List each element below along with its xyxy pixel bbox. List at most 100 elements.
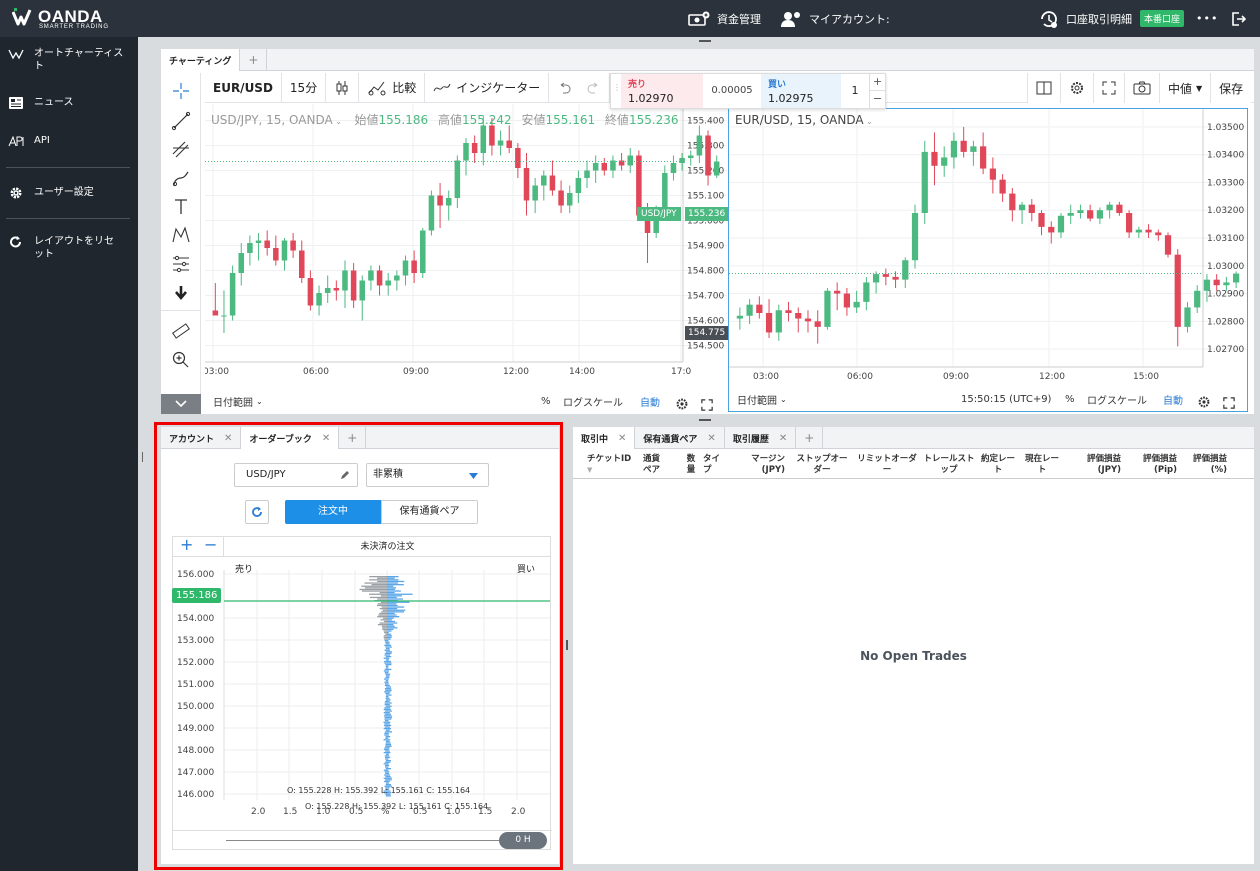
my-account-link[interactable]: マイアカウント:	[780, 0, 890, 37]
add-tab-button[interactable]: +	[339, 427, 367, 449]
zoom-out-button[interactable]: −	[204, 535, 218, 554]
col-type[interactable]: タイプ	[703, 454, 721, 475]
col-trailing-stop[interactable]: トレールストップ	[923, 454, 975, 475]
mode-select[interactable]: 非累積	[366, 463, 489, 487]
tool-collapse-button[interactable]	[161, 394, 201, 414]
close-icon[interactable]: ✕	[618, 432, 627, 444]
col-margin[interactable]: マージン (JPY)	[751, 454, 785, 475]
log-scale-button[interactable]: ログスケール	[1087, 395, 1147, 407]
buy-button[interactable]: 買い 1.02975	[761, 74, 841, 108]
col-current-rate[interactable]: 現在レート	[1024, 454, 1059, 475]
col-pl-pct[interactable]: 評価損益 (%)	[1192, 454, 1227, 475]
chart-settings-button[interactable]	[1061, 73, 1094, 103]
col-limit-order[interactable]: リミットオーダー	[857, 454, 917, 475]
resize-handle[interactable]	[699, 40, 711, 42]
sidebar-item-api[interactable]: API	[0, 134, 138, 148]
zoom-in-icon[interactable]	[171, 350, 191, 370]
gear-icon[interactable]	[1197, 392, 1211, 412]
add-tab-button[interactable]: +	[240, 49, 268, 71]
redo-button[interactable]	[579, 72, 611, 103]
expand-icon[interactable]	[1223, 393, 1235, 413]
fullscreen-button[interactable]	[1094, 73, 1125, 103]
tab-positions[interactable]: 保有通貨ペア ✕	[635, 427, 725, 449]
pair-select[interactable]: USD/JPY	[234, 463, 358, 487]
statement-link[interactable]: 口座取引明細 本番口座	[1038, 0, 1185, 37]
tab-charting[interactable]: チャーティング	[161, 49, 241, 71]
date-range-button[interactable]: 日付範囲 ⌄	[737, 389, 787, 409]
col-quantity[interactable]: 数量	[686, 454, 696, 475]
quantity-increase-button[interactable]: +	[869, 74, 885, 91]
sidebar-item-autochartist[interactable]: オートチャーティスト	[0, 47, 138, 73]
col-pair[interactable]: 通貨ペア	[643, 454, 661, 475]
percent-scale-button[interactable]: %	[541, 395, 551, 407]
eurusd-chart[interactable]: 1.03500 1.03400 1.03300 1.03200 1.03100 1.030…	[728, 108, 1248, 412]
toggle-open-orders[interactable]: 注文中	[285, 500, 381, 524]
ruler-icon[interactable]	[171, 321, 191, 341]
sidebar-item-user-settings[interactable]: ユーザー設定	[0, 186, 138, 200]
add-tab-button[interactable]: +	[796, 427, 824, 449]
refresh-button[interactable]	[245, 500, 269, 524]
funds-link[interactable]: 資金管理	[688, 0, 761, 37]
quantity-decrease-button[interactable]: −	[869, 91, 885, 108]
close-icon[interactable]: ✕	[707, 432, 716, 444]
sidebar-item-news[interactable]: ニュース	[0, 96, 138, 110]
brush-icon[interactable]	[171, 169, 191, 189]
layout-button[interactable]	[1027, 73, 1061, 103]
undo-button[interactable]	[549, 73, 579, 103]
sidebar-item-reset-layout[interactable]: レイアウトをリセット	[0, 235, 138, 261]
zoom-in-button[interactable]: +	[180, 535, 194, 554]
logout-button[interactable]	[1230, 0, 1246, 37]
sell-button[interactable]: 売り 1.02970	[621, 74, 703, 108]
text-tool-icon[interactable]	[171, 197, 191, 217]
resize-handle[interactable]	[566, 640, 568, 650]
tab-trade-history[interactable]: 取引履歴 ✕	[725, 427, 797, 449]
compare-button[interactable]: 比較	[359, 72, 426, 103]
drag-handle[interactable]: ⋮	[613, 83, 621, 92]
order-book-histogram[interactable]: 156.000 154.000 153.000 152.000 151.000 150.0…	[173, 570, 552, 832]
resize-handle[interactable]	[699, 419, 711, 421]
usdjpy-candlestick-chart[interactable]: 155.400155.300155.200155.100155.000154.9…	[205, 104, 727, 388]
expand-icon[interactable]	[701, 395, 713, 415]
sell-order-bar	[383, 636, 387, 639]
time-slider-track[interactable]	[226, 840, 514, 841]
close-icon[interactable]: ✕	[321, 432, 331, 444]
col-stop-order[interactable]: ストップオーダー	[796, 454, 848, 475]
save-button[interactable]: 保存	[1219, 81, 1244, 96]
trendline-icon[interactable]	[171, 111, 191, 131]
arrow-down-icon[interactable]	[171, 283, 191, 303]
screenshot-button[interactable]	[1125, 73, 1160, 103]
col-fill-rate[interactable]: 約定レート	[981, 454, 1016, 475]
auto-scale-button[interactable]: 自動	[1163, 395, 1183, 407]
percent-scale-button[interactable]: %	[1065, 393, 1075, 405]
chart-type-button[interactable]	[326, 72, 360, 103]
toggle-positions[interactable]: 保有通貨ペア	[381, 500, 478, 524]
col-pl-pip[interactable]: 評価損益 (Pip)	[1142, 454, 1177, 475]
auto-scale-button[interactable]: 自動	[640, 397, 660, 409]
sell-order-bar	[384, 638, 387, 640]
interval-selector[interactable]: 15分	[282, 72, 327, 103]
eurusd-candlestick-chart[interactable]: 1.03500 1.03400 1.03300 1.03200 1.03100 1.030…	[729, 109, 1247, 387]
tab-order-book[interactable]: オーダーブック ✕	[241, 427, 340, 449]
close-icon[interactable]: ✕	[778, 432, 788, 444]
col-pl-jpy[interactable]: 評価損益 (JPY)	[1086, 454, 1121, 475]
date-range-button[interactable]: 日付範囲 ⌄	[213, 391, 263, 411]
symbol-selector[interactable]: EUR/USD	[205, 72, 282, 103]
log-scale-button[interactable]: ログスケール	[563, 397, 623, 409]
pattern-tool-icon[interactable]	[171, 225, 191, 245]
oanda-logo[interactable]: OANDA SMARTER TRADING	[12, 7, 122, 31]
crosshair-icon[interactable]	[171, 81, 191, 101]
price-type-select[interactable]: 中値 ▼	[1160, 73, 1212, 103]
gear-icon[interactable]	[675, 394, 689, 414]
quantity-input[interactable]: 1	[851, 84, 859, 97]
tab-open-trades[interactable]: 取引中 ✕	[573, 427, 636, 449]
tab-account[interactable]: アカウント ✕	[161, 427, 242, 449]
more-menu-button[interactable]: •••	[1196, 12, 1219, 25]
resize-handle[interactable]	[142, 452, 143, 462]
indicators-button[interactable]: インジケーター	[425, 72, 550, 103]
prediction-tool-icon[interactable]	[171, 254, 191, 274]
fib-tool-icon[interactable]	[171, 140, 191, 160]
close-icon[interactable]: ✕	[224, 432, 233, 444]
col-ticket-id[interactable]: チケットID ▼	[587, 454, 631, 476]
usdjpy-chart[interactable]: 155.400155.300155.200155.100155.000154.9…	[205, 104, 729, 415]
time-slider-handle[interactable]: 0 H	[499, 832, 547, 849]
